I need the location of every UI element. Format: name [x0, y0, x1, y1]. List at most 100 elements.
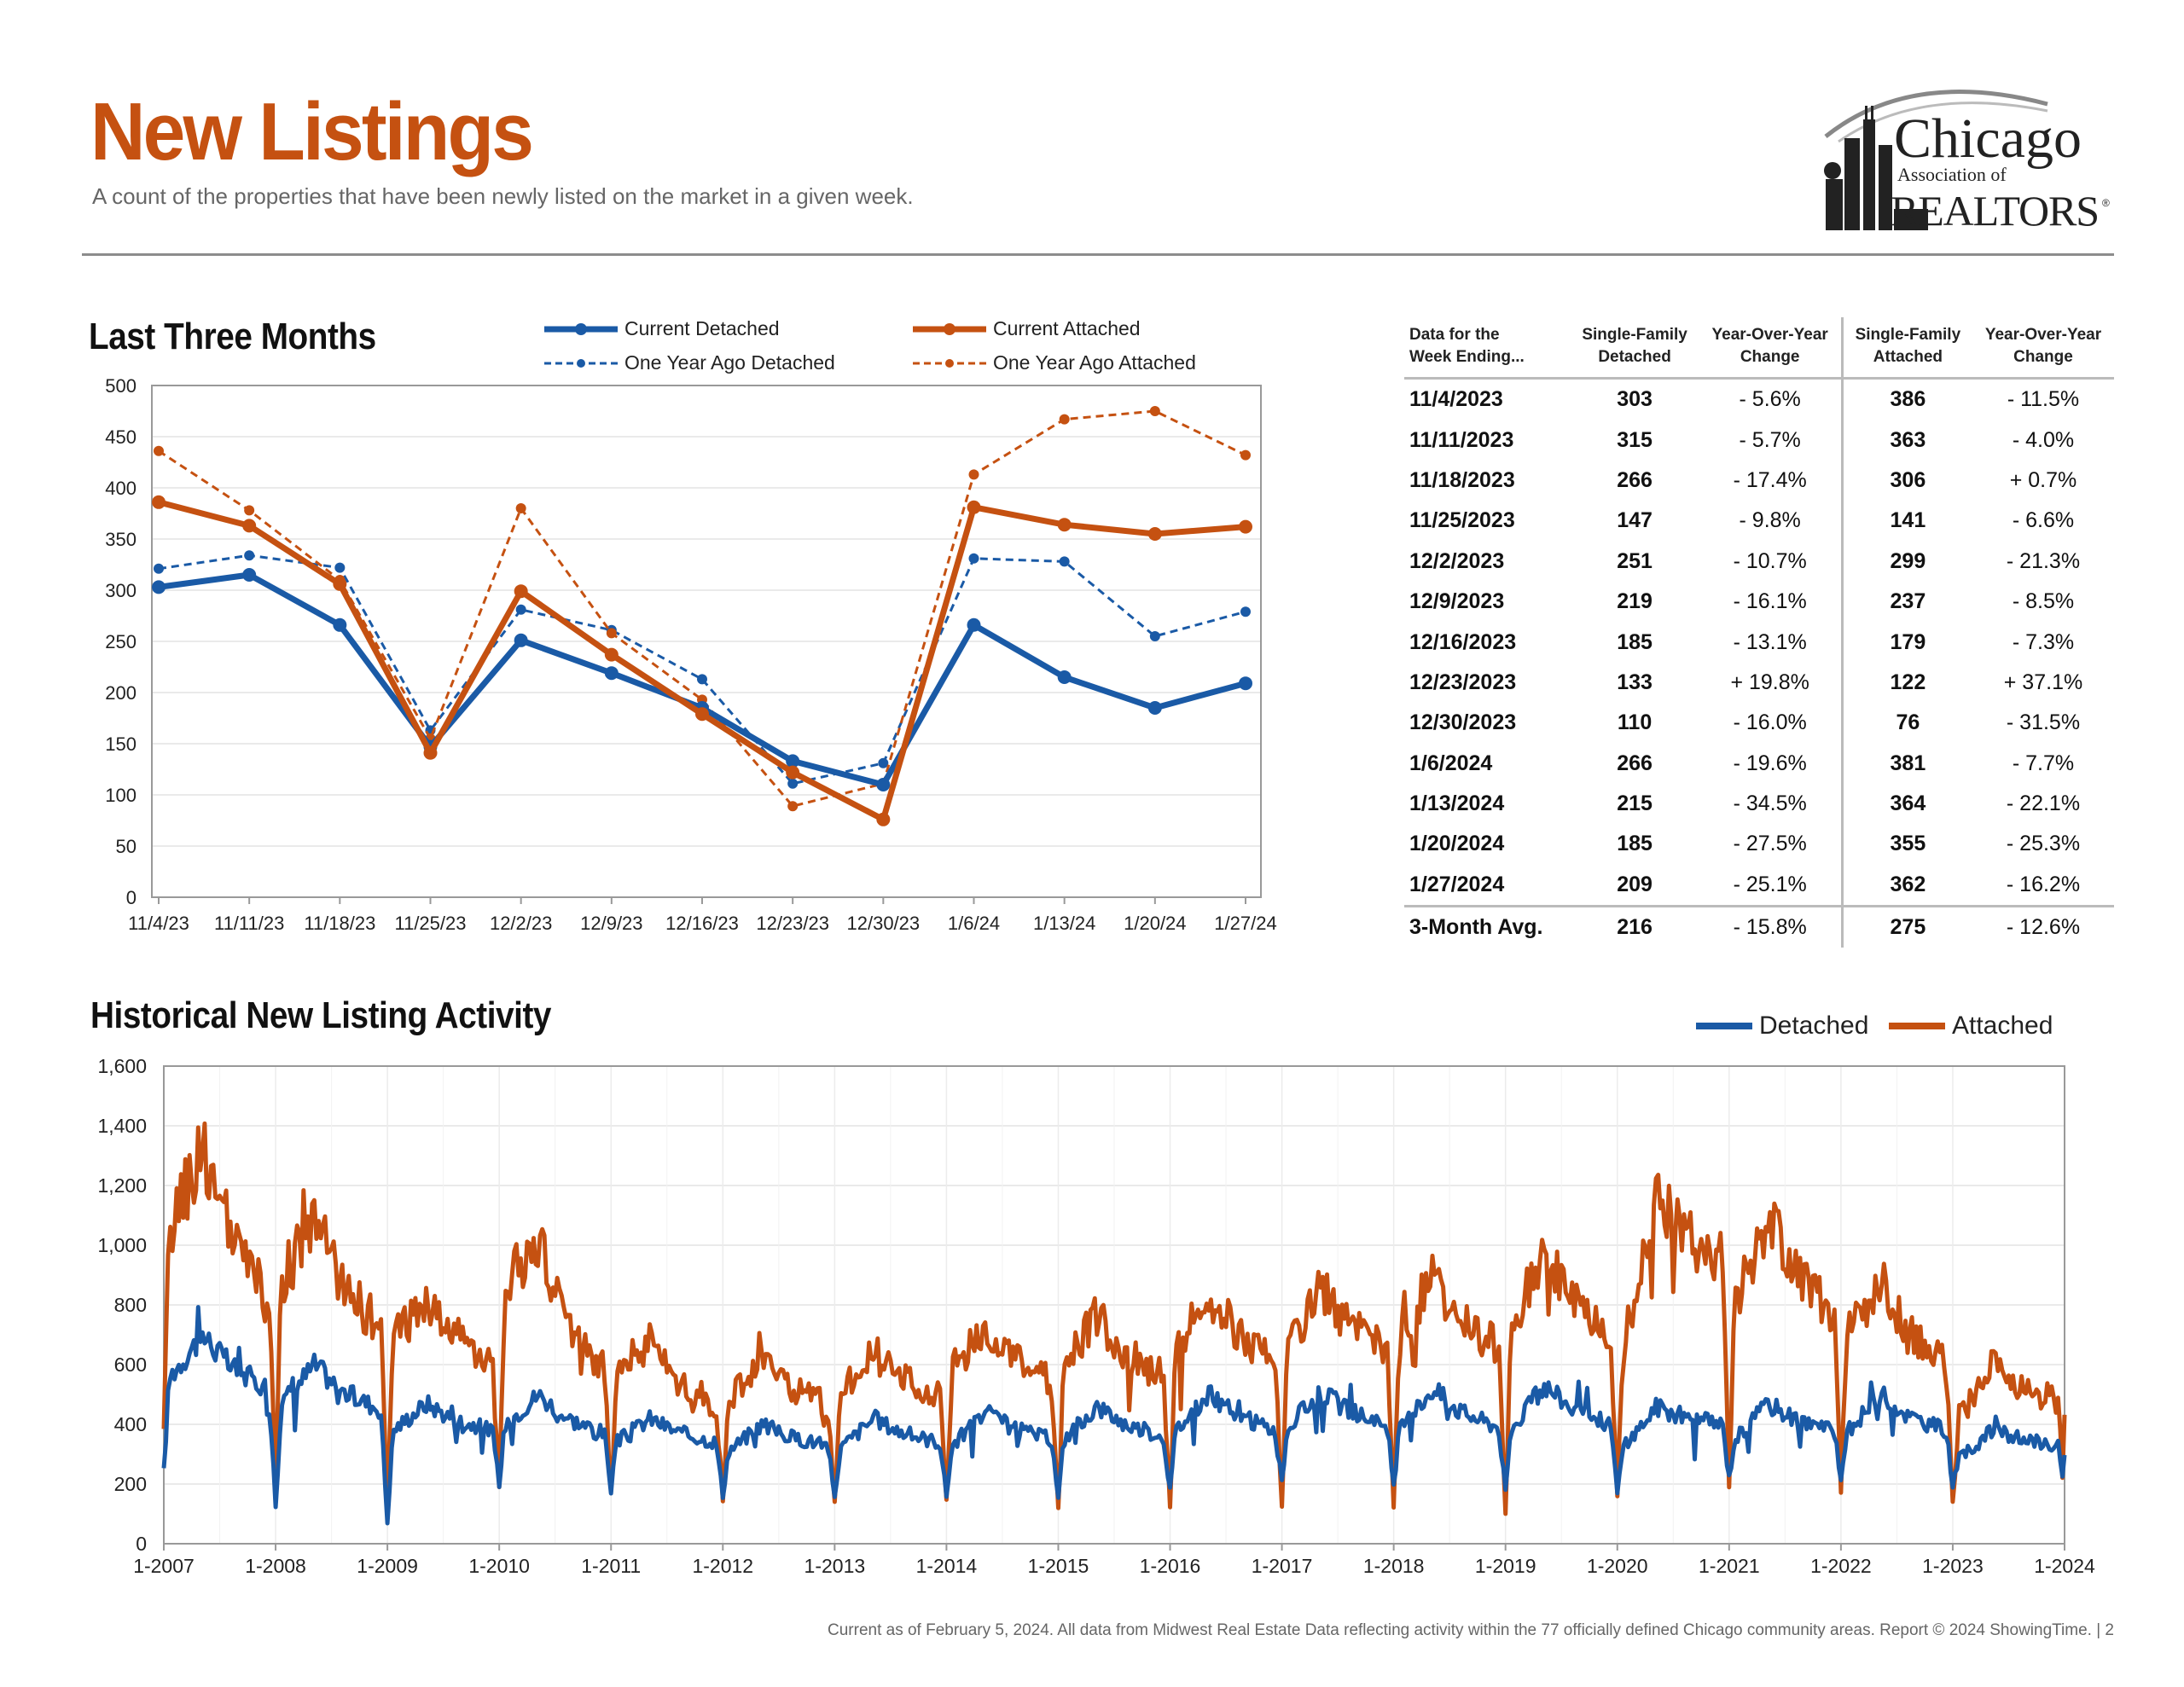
- cell-week: 12/23/2023: [1409, 670, 1517, 694]
- historical-activity-title: Historical New Listing Activity: [90, 994, 552, 1036]
- cell-attached: 355: [1840, 824, 1972, 865]
- cell-detached-change: - 10.7%: [1733, 548, 1807, 573]
- last-three-months-title: Last Three Months: [89, 316, 376, 357]
- x-tick-label: 12/2/23: [490, 913, 552, 934]
- y-tick-label: 150: [105, 733, 136, 755]
- y-tick-label: 600: [114, 1354, 147, 1376]
- x-tick-label: 1-2009: [357, 1555, 418, 1577]
- data-point-current-detached: [604, 666, 619, 681]
- x-tick-label: 11/25/23: [394, 913, 466, 934]
- cell-attached: 275: [1840, 905, 1972, 948]
- cell-attached: 299: [1840, 541, 1972, 582]
- data-point-current-attached: [514, 584, 528, 599]
- table-row: 1/20/2024 185 - 27.5% 355 - 25.3%: [1404, 824, 2114, 865]
- y-tick-label: 350: [105, 529, 136, 550]
- table-row: 1/13/2024 215 - 34.5% 364 - 22.1%: [1404, 783, 2114, 825]
- cell-attached-change: - 7.3%: [2012, 629, 2075, 654]
- logo-line2: Association of: [1897, 164, 2007, 185]
- data-point-current-attached: [876, 812, 891, 826]
- table-row: 12/9/2023 219 - 16.1% 237 - 8.5%: [1404, 581, 2114, 623]
- legend-year-ago-attached: One Year Ago Attached: [911, 351, 1196, 374]
- data-point-one-year-ago-detached: [515, 604, 526, 615]
- header-week-ending: Data for the Week Ending...: [1404, 317, 1571, 380]
- chicago-realtors-logo: Chicago Association of REALTORS ®: [1824, 90, 2110, 235]
- cell-attached-change: + 0.7%: [2009, 467, 2077, 492]
- x-tick-label: 1-2010: [468, 1555, 530, 1577]
- legend-year-ago-detached-label: One Year Ago Detached: [624, 351, 835, 374]
- y-tick-label: 50: [116, 836, 136, 857]
- table-row: 12/30/2023 110 - 16.0% 76 - 31.5%: [1404, 703, 2114, 744]
- cell-attached-change: - 7.7%: [2012, 751, 2075, 775]
- cell-attached: 237: [1840, 581, 1972, 623]
- y-tick-label: 100: [105, 785, 136, 806]
- cell-detached-change: + 19.8%: [1730, 670, 1809, 694]
- cell-attached-change: - 12.6%: [1972, 905, 2114, 948]
- header-attached: Single-Family Attached: [1840, 317, 1972, 380]
- table-row: 1/6/2024 266 - 19.6% 381 - 7.7%: [1404, 743, 2114, 784]
- table-row: 11/4/2023 303 - 5.6% 386 - 11.5%: [1404, 378, 2114, 420]
- x-tick-label: 12/16/23: [665, 913, 739, 934]
- cell-week: 11/25/2023: [1409, 508, 1515, 533]
- cell-detached: 133: [1617, 670, 1653, 694]
- cell-week: 3-Month Avg.: [1404, 905, 1571, 948]
- cell-detached-change: - 19.6%: [1733, 751, 1807, 775]
- page-title: New Listings: [90, 86, 534, 177]
- cell-attached: 362: [1840, 864, 1972, 907]
- series-line-attached: [161, 1121, 2067, 1516]
- cell-attached-change: - 25.3%: [2006, 832, 2081, 856]
- x-tick-label: 1/6/24: [948, 913, 1000, 934]
- data-point-current-attached: [604, 647, 619, 662]
- cell-attached-change: - 22.1%: [2006, 791, 2081, 816]
- data-point-one-year-ago-attached: [968, 469, 979, 480]
- table-header-row: Data for the Week Ending... Single-Family…: [1404, 317, 2114, 380]
- data-point-one-year-ago-attached: [1240, 449, 1251, 461]
- table-row: 11/25/2023 147 - 9.8% 141 - 6.6%: [1404, 501, 2114, 542]
- x-tick-label: 1/20/24: [1124, 913, 1186, 934]
- cell-week: 12/9/2023: [1409, 589, 1505, 614]
- data-point-current-attached: [1147, 527, 1162, 541]
- plot-area: [151, 385, 1262, 898]
- cell-attached: 306: [1840, 460, 1972, 501]
- footer-note: Current as of February 5, 2024. All data…: [828, 1621, 2114, 1639]
- x-tick-label: 1-2022: [1810, 1555, 1872, 1577]
- series-line-detached: [161, 1305, 2067, 1526]
- cell-detached: 110: [1617, 710, 1653, 735]
- y-tick-label: 0: [136, 1533, 147, 1555]
- legend-year-ago-attached-label: One Year Ago Attached: [993, 351, 1196, 374]
- x-tick-label: 1-2024: [2034, 1555, 2095, 1577]
- data-point-one-year-ago-attached: [1149, 406, 1160, 416]
- y-tick-label: 300: [105, 580, 136, 601]
- data-point-one-year-ago-detached: [878, 757, 889, 768]
- table-row: 12/2/2023 251 - 10.7% 299 - 21.3%: [1404, 541, 2114, 582]
- data-point-current-detached: [967, 617, 981, 632]
- cell-attached: 363: [1840, 420, 1972, 461]
- cell-detached-change: - 5.7%: [1739, 427, 1801, 452]
- y-tick-label: 400: [105, 478, 136, 499]
- plot-area: [163, 1065, 2065, 1545]
- data-point-current-attached: [242, 519, 257, 533]
- legend-current-attached-label: Current Attached: [993, 317, 1141, 339]
- cell-detached-change: - 13.1%: [1733, 629, 1807, 654]
- data-point-current-attached: [333, 577, 347, 591]
- cell-attached-change: - 21.3%: [2006, 548, 2081, 573]
- data-point-current-detached: [1147, 701, 1162, 715]
- data-point-one-year-ago-detached: [244, 550, 255, 561]
- data-point-current-attached: [1057, 518, 1072, 532]
- cell-week: 11/11/2023: [1409, 427, 1514, 452]
- x-tick-label: 11/11/23: [214, 913, 284, 934]
- cell-detached-change: - 5.6%: [1739, 387, 1801, 412]
- data-point-one-year-ago-detached: [1059, 556, 1070, 567]
- cell-detached: 209: [1617, 872, 1653, 896]
- cell-attached-change: - 16.2%: [2006, 872, 2081, 896]
- cell-attached: 364: [1840, 783, 1972, 825]
- legend-current-detached: Current Detached: [543, 317, 780, 340]
- header-detached-change: Year-Over-Year Change: [1699, 317, 1843, 380]
- x-tick-label: 1-2021: [1699, 1555, 1760, 1577]
- cell-detached: 147: [1617, 508, 1653, 533]
- data-point-current-detached: [1239, 676, 1252, 691]
- cell-week: 1/20/2024: [1409, 832, 1505, 856]
- cell-attached: 386: [1840, 378, 1972, 420]
- cell-detached: 219: [1617, 589, 1653, 614]
- cell-detached-change: - 25.1%: [1733, 872, 1807, 896]
